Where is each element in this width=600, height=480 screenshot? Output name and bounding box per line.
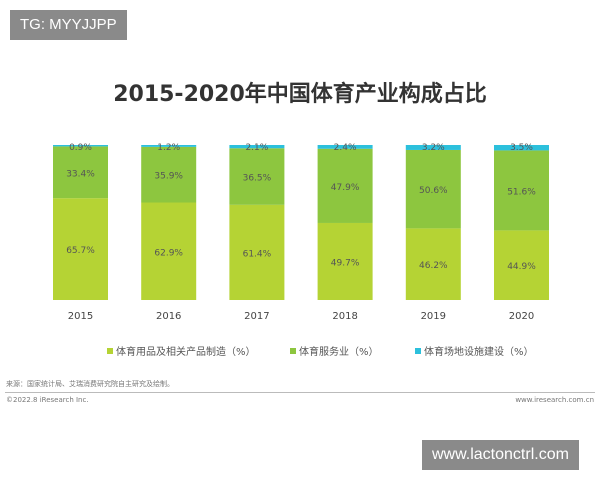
watermark-top: TG: MYYJJPP	[10, 10, 127, 40]
legend-label: 体育用品及相关产品制造（%）	[116, 347, 256, 358]
data-label: 33.4%	[66, 169, 95, 179]
bar-segment	[141, 146, 197, 203]
data-label: 61.4%	[243, 249, 272, 259]
bar-segment	[494, 145, 549, 151]
x-tick-label: 2019	[421, 311, 446, 322]
data-label: 1.2%	[157, 143, 180, 153]
bar-segment	[229, 204, 285, 300]
chart-title: 2015-2020年中国体育产业构成占比	[113, 82, 487, 107]
x-tick-label: 2015	[68, 311, 93, 322]
x-tick-label: 2020	[509, 311, 534, 322]
legend-swatch	[107, 347, 113, 354]
bar-segment	[53, 198, 108, 300]
bar-segment	[494, 230, 549, 300]
bar-segment	[405, 145, 461, 150]
data-label: 35.9%	[154, 172, 183, 182]
data-label: 3.2%	[422, 143, 445, 153]
data-label: 47.9%	[331, 183, 360, 193]
website: www.iresearch.com.cn	[515, 396, 594, 404]
x-tick-label: 2018	[332, 311, 357, 322]
data-label: 36.5%	[243, 174, 272, 184]
bar-segment	[405, 149, 461, 229]
data-label: 50.6%	[419, 186, 448, 196]
divider	[5, 392, 595, 393]
source-note: 来源：国家统计局、艾瑞消费研究院自主研究及绘制。	[6, 380, 174, 388]
data-label: 0.9%	[69, 143, 92, 153]
x-tick-label: 2016	[156, 311, 181, 322]
data-label: 2.1%	[245, 143, 268, 153]
legend-item-2: 体育场地设施建设（%）	[415, 343, 534, 358]
legend-swatch	[415, 347, 421, 354]
data-label: 46.2%	[419, 261, 448, 271]
stacked-bar-chart: 65.7% 33.4% 0.9% 2015 62.9% 35.9% 1.2% 2016 61.4…	[53, 143, 549, 322]
data-label: 51.6%	[507, 187, 536, 197]
data-label: 44.9%	[507, 262, 536, 272]
bar-segment	[53, 146, 108, 199]
data-label: 49.7%	[331, 258, 360, 268]
bar-segment	[141, 145, 197, 147]
legend-item-1: 体育服务业（%）	[290, 343, 379, 358]
bar-segment	[317, 145, 373, 149]
bar-segment	[53, 145, 108, 147]
data-label: 3.5%	[510, 143, 533, 153]
bar-segment	[317, 148, 373, 223]
watermark-bottom: www.lactonctrl.com	[422, 440, 579, 470]
bar-segment	[494, 150, 549, 231]
bar-segment	[229, 148, 285, 205]
bar-segment	[229, 145, 285, 149]
legend-label: 体育场地设施建设（%）	[424, 347, 534, 358]
bar-segment	[317, 222, 373, 300]
legend-item-0: 体育用品及相关产品制造（%）	[107, 343, 256, 358]
bar-segment	[141, 202, 197, 300]
legend-label: 体育服务业（%）	[299, 347, 379, 358]
legend-swatch	[290, 347, 296, 354]
data-label: 65.7%	[66, 246, 95, 256]
x-tick-label: 2017	[244, 311, 269, 322]
bar-segment	[405, 228, 461, 300]
copyright: ©2022.8 iResearch Inc.	[6, 396, 89, 404]
data-label: 2.4%	[334, 143, 357, 153]
data-label: 62.9%	[154, 248, 183, 258]
